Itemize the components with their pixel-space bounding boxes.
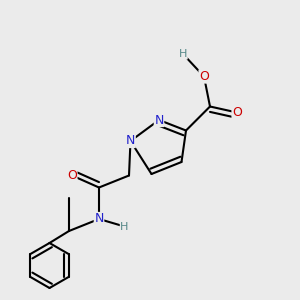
Text: N: N bbox=[126, 134, 135, 148]
Text: O: O bbox=[199, 70, 209, 83]
Text: O: O bbox=[232, 106, 242, 119]
Text: H: H bbox=[179, 49, 187, 59]
Text: N: N bbox=[94, 212, 104, 226]
Text: O: O bbox=[67, 169, 77, 182]
Text: H: H bbox=[120, 221, 129, 232]
Text: N: N bbox=[154, 113, 164, 127]
